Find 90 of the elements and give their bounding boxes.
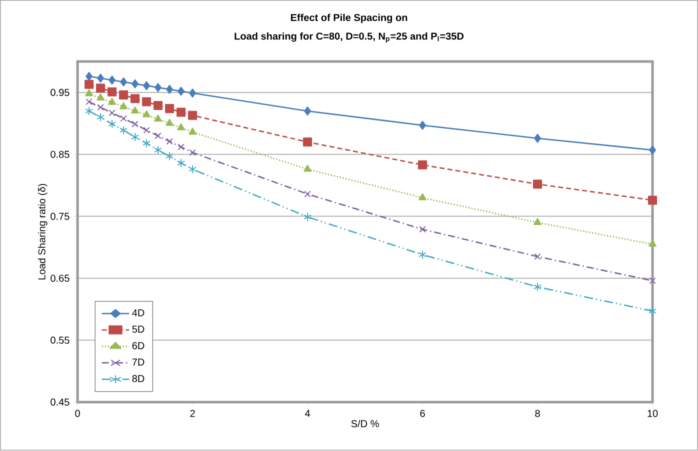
point — [120, 126, 128, 135]
point — [304, 212, 312, 222]
point — [648, 306, 656, 316]
point — [166, 152, 174, 161]
point — [166, 138, 173, 145]
x-tick-label: 4 — [304, 410, 310, 418]
point — [154, 146, 162, 155]
point — [188, 164, 197, 174]
point — [154, 83, 162, 92]
point — [132, 120, 138, 128]
point — [108, 120, 116, 129]
x-tick-label: 0 — [75, 410, 80, 418]
point — [96, 112, 105, 122]
x-tick-label: 10 — [648, 410, 658, 418]
point — [120, 78, 128, 87]
point — [84, 80, 94, 90]
point — [108, 110, 116, 116]
point — [142, 138, 151, 148]
point — [304, 190, 311, 198]
x-tick-label: 6 — [420, 410, 425, 418]
point — [419, 226, 426, 233]
point — [143, 127, 150, 134]
point — [418, 250, 426, 260]
point — [177, 158, 186, 168]
point — [418, 160, 428, 170]
legend-label: 4D — [132, 310, 144, 316]
point — [108, 76, 116, 85]
point — [96, 94, 105, 101]
point — [97, 74, 104, 83]
point — [132, 80, 139, 89]
point — [131, 106, 140, 114]
point — [154, 114, 162, 122]
point — [120, 115, 127, 122]
point — [154, 132, 162, 140]
legend-label: 7D — [132, 358, 144, 366]
point — [108, 98, 116, 106]
y-tick-label: 0.95 — [50, 89, 70, 96]
point — [418, 193, 426, 200]
x-tick-label: 2 — [190, 410, 195, 418]
y-tick-label: 0.45 — [50, 398, 70, 406]
point — [85, 106, 94, 116]
point — [97, 104, 104, 111]
x-tick-label: 8 — [535, 410, 540, 418]
point — [108, 88, 117, 97]
y-tick-label: 0.75 — [50, 212, 70, 220]
point — [166, 85, 174, 94]
point — [120, 102, 128, 110]
point — [304, 106, 312, 116]
point — [96, 84, 106, 93]
point — [142, 110, 151, 118]
chart-title: Effect of Pile Spacing on — [290, 14, 408, 24]
y-tick-label: 0.65 — [50, 274, 70, 282]
point — [534, 282, 542, 292]
x-axis-title: S/D % — [351, 420, 379, 428]
point — [143, 81, 150, 90]
point — [154, 101, 163, 110]
chart-subtitle: Load sharing for C=80, D=0.5, N$_{p}$=25 and P$_{l}$=35D — [234, 32, 464, 43]
point — [534, 134, 542, 144]
legend-label: 8D — [132, 375, 144, 382]
point — [188, 111, 198, 120]
point — [648, 240, 656, 247]
point — [176, 108, 186, 118]
point — [649, 146, 656, 155]
point — [119, 90, 128, 100]
y-axis-title: Load Sharing ratio (δ) — [38, 184, 48, 280]
point — [189, 149, 196, 156]
point — [177, 123, 186, 130]
point — [534, 218, 542, 226]
point — [85, 89, 94, 96]
y-tick-label: 0.85 — [50, 151, 70, 158]
point — [648, 196, 658, 205]
legend-label: 6D — [132, 342, 144, 350]
legend-label: 5D — [132, 326, 144, 333]
point — [165, 104, 174, 114]
point — [189, 88, 196, 98]
point — [649, 278, 656, 284]
point — [534, 253, 541, 260]
point — [178, 144, 184, 151]
point — [303, 138, 312, 147]
point — [166, 119, 174, 126]
y-tick-label: 0.55 — [50, 336, 70, 344]
point — [131, 132, 140, 142]
point — [304, 164, 312, 172]
point — [533, 180, 542, 189]
point — [188, 128, 197, 135]
point — [178, 86, 185, 96]
point — [419, 120, 426, 130]
point — [142, 97, 152, 106]
point — [130, 94, 140, 104]
point — [86, 98, 92, 106]
